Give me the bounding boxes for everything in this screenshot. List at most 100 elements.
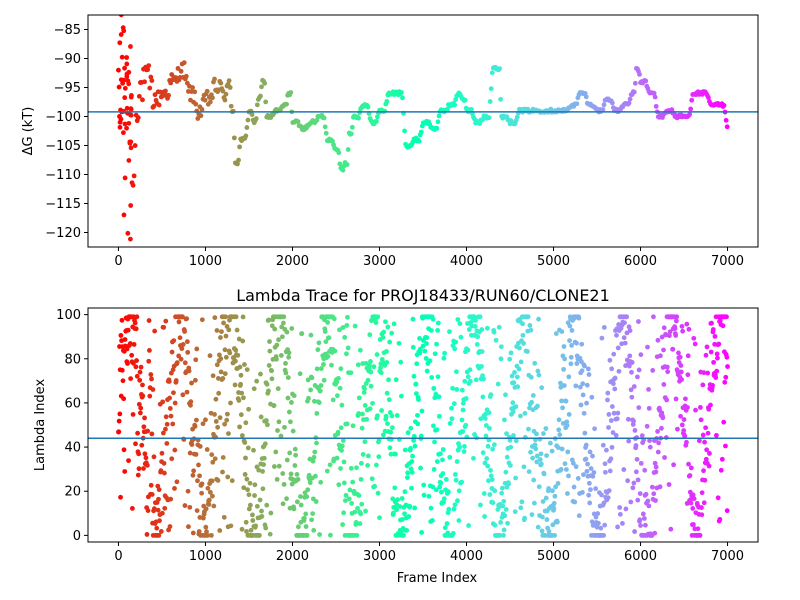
lambda-point: [246, 406, 252, 412]
lambda-point: [205, 532, 210, 538]
lambda-point: [562, 461, 568, 467]
x-tick-label: 0: [114, 549, 122, 564]
dg-point: [356, 115, 362, 121]
lambda-point: [306, 472, 312, 478]
lambda-point: [167, 395, 173, 401]
lambda-point: [585, 366, 591, 372]
lambda-point: [626, 438, 632, 444]
lambda-point: [410, 316, 416, 322]
lambda-point: [288, 471, 294, 477]
lambda-point: [480, 394, 486, 400]
lambda-point: [197, 443, 203, 449]
lambda-point: [339, 443, 345, 449]
lambda-point: [719, 456, 725, 462]
lambda-point: [367, 332, 373, 338]
lambda-point: [469, 323, 475, 329]
lambda-point: [463, 422, 469, 428]
lambda-point: [457, 444, 462, 450]
lambda-point: [591, 470, 597, 475]
lambda-point: [473, 317, 478, 323]
lambda-point: [635, 477, 641, 483]
x-tick-label: 3000: [363, 549, 396, 564]
lambda-point: [677, 354, 683, 360]
dg-point: [400, 95, 405, 101]
lambda-point: [318, 383, 324, 388]
lambda-point: [246, 492, 252, 498]
lambda-point: [557, 432, 563, 438]
lambda-point: [586, 372, 592, 377]
lambda-point: [306, 395, 311, 401]
dg-point: [220, 88, 226, 94]
lambda-point: [415, 412, 420, 418]
lambda-point: [502, 513, 508, 519]
lambda-point: [466, 327, 472, 332]
lambda-point: [176, 319, 182, 325]
lambda-point: [638, 523, 643, 528]
lambda-point: [533, 446, 539, 452]
lambda-point: [453, 339, 459, 345]
lambda-point: [127, 341, 133, 346]
lambda-point: [151, 454, 157, 460]
lambda-point: [168, 496, 174, 502]
dg-point: [166, 92, 171, 98]
lambda-point: [462, 444, 467, 449]
lambda-point: [430, 316, 436, 322]
lambda-point: [259, 514, 265, 519]
lambda-point: [609, 404, 615, 409]
lambda-point: [309, 375, 315, 381]
lambda-point: [703, 352, 709, 358]
lambda-point: [341, 510, 347, 516]
lambda-point: [389, 413, 395, 419]
lambda-point: [544, 453, 549, 459]
dg-point: [128, 44, 133, 49]
lambda-point: [440, 471, 446, 476]
lambda-point: [484, 325, 490, 331]
lambda-point: [244, 367, 250, 373]
lambda-point: [620, 520, 625, 526]
lambda-point: [492, 488, 498, 494]
lambda-point: [207, 489, 213, 495]
lambda-point: [642, 467, 648, 473]
dg-point: [488, 86, 494, 92]
lambda-point: [148, 482, 154, 488]
lambda-point: [125, 361, 130, 366]
dg-point: [498, 96, 504, 102]
lambda-point: [655, 337, 661, 343]
lambda-point: [645, 344, 650, 350]
lambda-point: [346, 496, 352, 502]
dg-point: [643, 78, 649, 84]
dg-point: [117, 119, 123, 125]
lambda-point: [574, 340, 579, 346]
dg-point: [145, 67, 151, 73]
lambda-point: [149, 492, 155, 497]
lambda-point: [645, 498, 651, 504]
lambda-point: [166, 379, 172, 384]
dg-point: [122, 85, 128, 91]
x-tick-label: 1000: [189, 254, 222, 269]
dg-point: [724, 124, 730, 130]
dg-point: [468, 107, 474, 112]
lambda-point: [217, 415, 223, 421]
lambda-point: [634, 456, 640, 462]
lambda-point: [550, 522, 556, 528]
lambda-point: [565, 449, 571, 455]
lambda-point: [238, 372, 244, 378]
lambda-point: [575, 476, 581, 481]
lambda-point: [580, 392, 586, 398]
lambda-point: [424, 341, 429, 346]
lambda-point: [184, 389, 190, 395]
dg-point: [689, 97, 695, 103]
lambda-point: [538, 451, 544, 457]
lambda-point: [569, 342, 575, 348]
y-tick-label: −100: [45, 110, 81, 125]
lambda-point: [486, 410, 492, 416]
lambda-point: [613, 432, 619, 438]
dg-point: [231, 135, 237, 141]
lambda-point: [358, 460, 364, 466]
lambda-point: [257, 497, 263, 503]
lambda-point: [393, 377, 399, 383]
lambda-point: [576, 513, 582, 519]
dg-point: [218, 80, 224, 86]
dg-point: [652, 94, 658, 100]
